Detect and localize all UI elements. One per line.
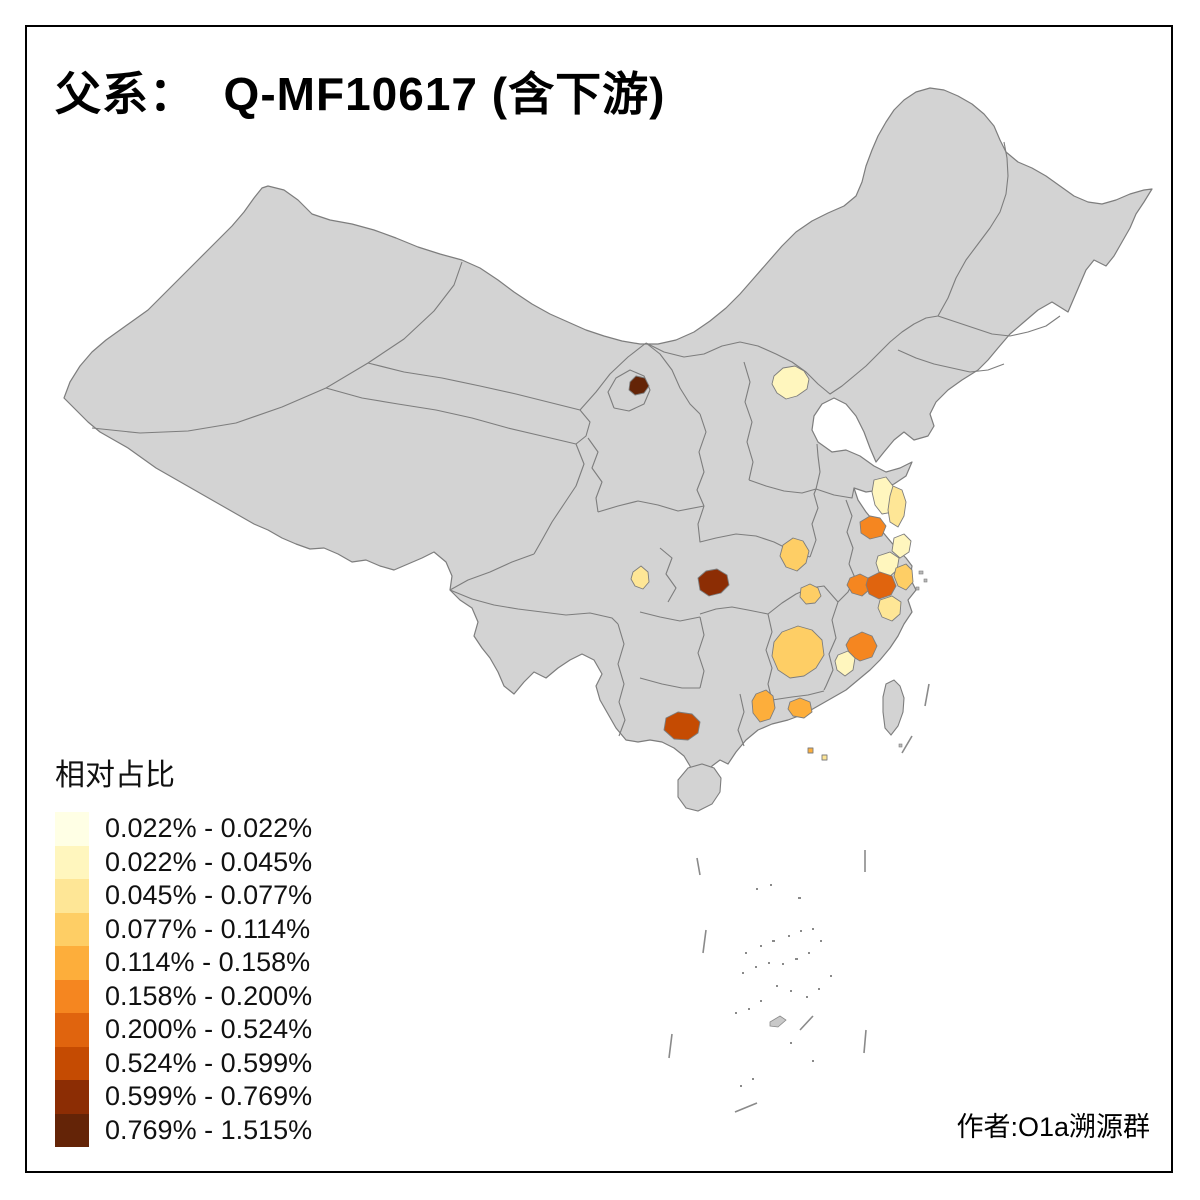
legend-swatch — [55, 946, 89, 980]
region-guangdong-north — [751, 689, 776, 723]
legend-label: 0.045% - 0.077% — [105, 880, 313, 911]
legend-title: 相对占比 — [55, 759, 175, 792]
legend-row: 0.769% - 1.515% — [55, 1113, 313, 1147]
legend-swatch — [55, 1113, 89, 1147]
region-islet-dongsha-a — [807, 747, 814, 754]
region-guangdong-east — [787, 697, 813, 719]
legend-swatch — [55, 1013, 89, 1047]
region-shanghai-area — [891, 533, 912, 559]
region-ningxia-wuzhong — [628, 375, 650, 396]
legend-row: 0.524% - 0.599% — [55, 1046, 313, 1080]
legend-row: 0.045% - 0.077% — [55, 879, 312, 913]
region-zhejiang-central — [865, 571, 897, 600]
region-zhejiang-south — [877, 595, 902, 622]
island-hainan — [677, 763, 722, 812]
legend-label: 0.524% - 0.599% — [105, 1047, 313, 1078]
legend-label: 0.022% - 0.022% — [105, 813, 313, 844]
legend-row: 0.114% - 0.158% — [55, 946, 312, 980]
legend-swatch — [55, 879, 89, 913]
legend-swatch — [55, 979, 89, 1013]
nine-dash-line — [668, 683, 930, 1113]
region-beijing — [771, 365, 810, 400]
region-guangxi-southwest — [663, 711, 701, 741]
legend-label: 0.200% - 0.524% — [105, 1014, 313, 1045]
south-china-sea-islets — [735, 884, 832, 1087]
legend-label: 0.599% - 0.769% — [105, 1081, 313, 1112]
author-credit: 作者:O1a溯源群 — [956, 1112, 1150, 1142]
islands-zhoushan — [898, 570, 928, 748]
legend-row: 0.200% - 0.524% — [55, 1013, 312, 1047]
choropleth-regions — [628, 365, 914, 761]
legend-row: 0.599% - 0.769% — [55, 1080, 312, 1114]
region-zhejiang-north — [875, 551, 900, 579]
region-jiangxi-south — [771, 625, 825, 679]
region-huaian — [859, 515, 887, 540]
legend: 相对占比 0.022% - 0.022% 0.022% - 0.045% 0.0… — [55, 750, 312, 1147]
region-hubei-central — [779, 537, 810, 572]
legend-label: 0.022% - 0.045% — [105, 846, 313, 877]
region-jiangxi-north — [799, 583, 822, 605]
legend-swatch — [55, 1046, 89, 1080]
region-jiangsu-north-east — [887, 485, 907, 528]
region-chengdu — [630, 565, 650, 590]
legend-label: 0.077% - 0.114% — [105, 913, 311, 944]
region-hubei-northwest — [697, 568, 730, 597]
region-fujian-southeast — [834, 650, 856, 677]
legend-label: 0.114% - 0.158% — [105, 947, 311, 978]
legend-row: 0.022% - 0.022% — [55, 812, 312, 846]
region-fuzhou — [845, 631, 878, 662]
legend-row: 0.077% - 0.114% — [55, 912, 312, 946]
region-hangzhou-west — [846, 573, 870, 597]
page-title: 父系： Q-MF10617 (含下游) — [55, 68, 666, 120]
legend-swatch — [55, 845, 89, 879]
region-islet-dongsha-b — [821, 754, 828, 761]
region-ningbo — [893, 563, 914, 591]
legend-swatch — [55, 1080, 89, 1114]
legend-row: 0.158% - 0.200% — [55, 979, 313, 1013]
china-mainland — [63, 87, 1153, 787]
island-taiwan — [882, 679, 905, 736]
legend-swatch — [55, 812, 89, 846]
legend-swatch — [55, 912, 89, 946]
legend-label: 0.158% - 0.200% — [105, 980, 313, 1011]
legend-label: 0.769% - 1.515% — [105, 1114, 313, 1145]
legend-row: 0.022% - 0.045% — [55, 845, 313, 879]
